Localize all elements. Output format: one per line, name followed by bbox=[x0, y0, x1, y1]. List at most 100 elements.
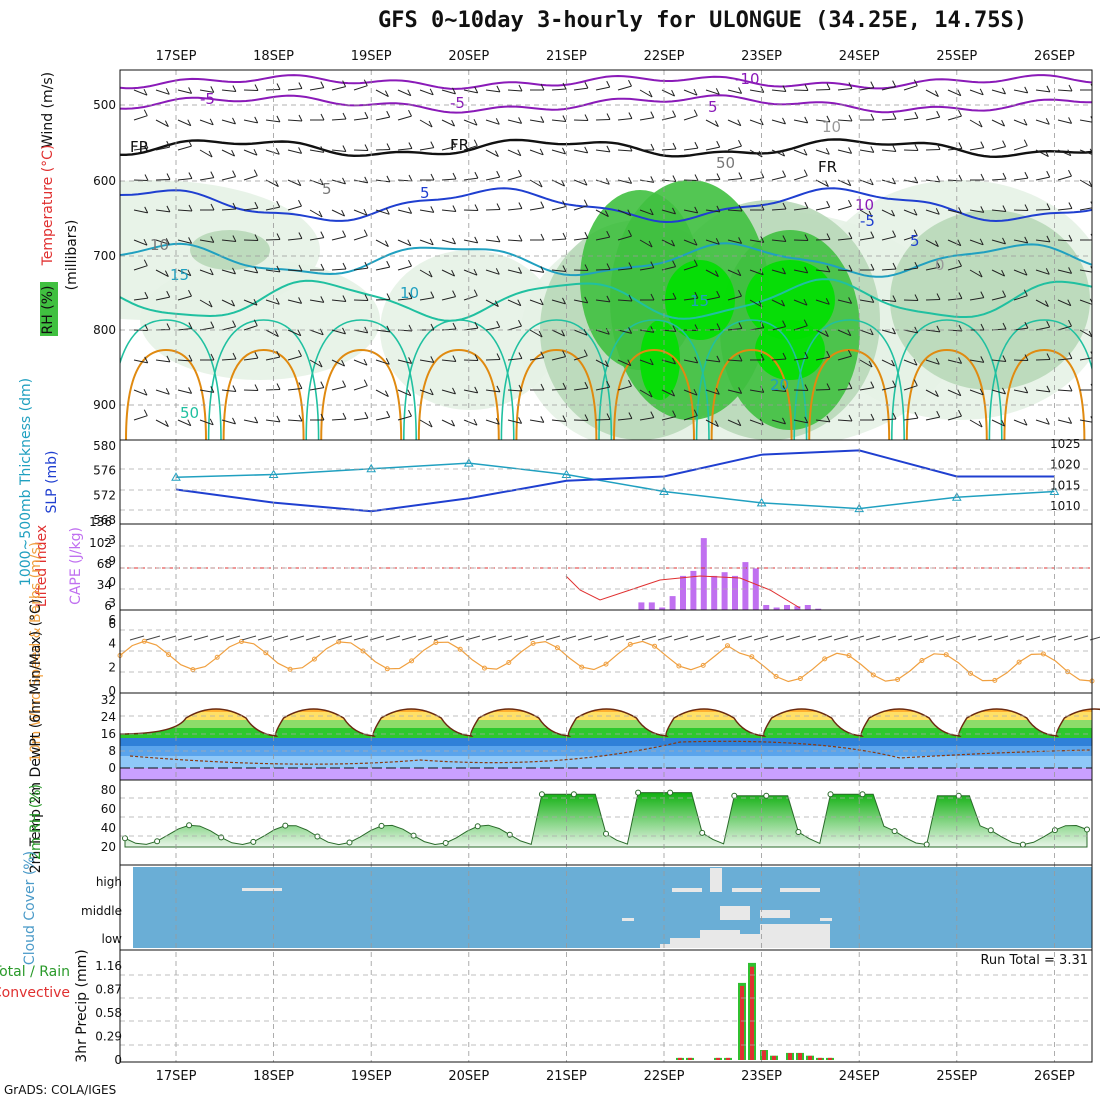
contour-label: -5 bbox=[200, 90, 215, 108]
wind-barb-feather bbox=[760, 86, 765, 93]
wind-barb bbox=[705, 269, 719, 278]
wind-barb-feather bbox=[869, 178, 874, 186]
date-label-bottom: 19SEP bbox=[351, 1069, 392, 1084]
wind-barb-feather bbox=[166, 140, 171, 148]
cloud-cell bbox=[760, 924, 830, 946]
wind-barb-feather bbox=[320, 231, 325, 238]
wind-barb-feather bbox=[868, 360, 873, 368]
wind-barb bbox=[287, 388, 302, 391]
temp-contour-5 bbox=[120, 187, 1092, 224]
wind-barb-feather bbox=[1045, 118, 1050, 125]
rh-area bbox=[124, 792, 1088, 848]
wind-barb-feather bbox=[671, 89, 676, 97]
wind-barb-feather bbox=[232, 170, 237, 177]
wind-barb bbox=[815, 299, 830, 305]
wind-barb bbox=[375, 209, 390, 215]
wind-barb bbox=[815, 206, 830, 211]
wind-barb bbox=[1013, 239, 1028, 244]
wind-barb-feather bbox=[738, 172, 743, 179]
wind-barb-feather bbox=[628, 112, 633, 119]
wind-barb bbox=[793, 175, 808, 181]
wind-barb bbox=[881, 236, 896, 241]
wind-barb bbox=[419, 419, 433, 428]
surface-wind-barb bbox=[785, 635, 801, 641]
wind-barb-feather bbox=[276, 233, 281, 240]
wind-barb-feather bbox=[628, 327, 633, 334]
wind-barb bbox=[837, 205, 852, 211]
wind-barb-feather bbox=[1068, 84, 1073, 92]
wind-barb-feather bbox=[936, 410, 941, 418]
contour-label: 50 bbox=[716, 154, 735, 172]
wind-barb bbox=[441, 419, 455, 427]
boundary-arch-outer-9 bbox=[988, 319, 1092, 440]
wind-barb bbox=[177, 295, 192, 301]
wind-barb bbox=[727, 178, 742, 181]
wind-barb-feather bbox=[738, 139, 742, 147]
wind-barb-feather bbox=[914, 144, 919, 151]
wind-barb-feather bbox=[694, 356, 699, 364]
wind-barb-feather bbox=[803, 298, 808, 306]
wind-barb-feather bbox=[408, 357, 413, 364]
wind-barb bbox=[1035, 89, 1050, 93]
wind-barb bbox=[375, 359, 390, 365]
wind-barb-feather bbox=[760, 353, 765, 361]
wind-barb bbox=[1079, 329, 1092, 338]
cape-bar bbox=[711, 575, 718, 610]
wind-barb bbox=[243, 119, 258, 124]
wind-barb bbox=[485, 326, 500, 331]
wind-barb-feather bbox=[318, 360, 323, 368]
wind-barb-feather bbox=[408, 207, 413, 214]
wind-barb-feather bbox=[1046, 385, 1051, 393]
wind-barb-feather bbox=[232, 385, 237, 392]
wind-barb bbox=[551, 329, 565, 337]
rh-shade-15 bbox=[755, 320, 825, 380]
wind-barb-feather bbox=[210, 203, 215, 211]
date-label-top: 17SEP bbox=[156, 49, 197, 64]
cape-bar bbox=[680, 575, 686, 610]
cloud-cell bbox=[622, 918, 634, 921]
wind-barb-feather bbox=[320, 413, 325, 421]
wind-barb-feather bbox=[518, 234, 523, 242]
wind-barb bbox=[397, 389, 412, 397]
wind-barb-feather bbox=[672, 142, 677, 150]
wind-point bbox=[700, 662, 706, 668]
chart-title: GFS 0~10day 3-hourly for ULONGUE (34.25E… bbox=[378, 8, 1028, 33]
wind-barb-feather bbox=[980, 206, 985, 213]
wind-barb bbox=[155, 119, 169, 128]
wind-barb-feather bbox=[980, 323, 985, 331]
precip-convective-bar bbox=[716, 1057, 720, 1060]
wind-barb-feather bbox=[868, 210, 873, 218]
wind-barb-feather bbox=[826, 115, 831, 123]
wind-barb-feather bbox=[232, 352, 237, 360]
wind-barb bbox=[485, 359, 501, 361]
wind-barb bbox=[529, 299, 544, 306]
wind-barb-feather bbox=[496, 203, 501, 210]
wind-barb-feather bbox=[518, 267, 523, 274]
wind-barb-feather bbox=[1024, 171, 1029, 179]
wind-barb-feather bbox=[407, 89, 412, 96]
slp-tick: 1010 bbox=[1050, 499, 1081, 513]
wind-barb-feather bbox=[914, 294, 919, 301]
wind-barb bbox=[529, 179, 543, 188]
wind-barb-feather bbox=[384, 240, 389, 247]
wind-barb bbox=[771, 176, 786, 181]
wind-barb bbox=[969, 119, 983, 128]
wind-barb-feather bbox=[979, 388, 984, 396]
wind-barb-feather bbox=[386, 175, 391, 183]
rh-point bbox=[1019, 841, 1026, 848]
wind-barb-feather bbox=[870, 113, 875, 121]
surface-wind-barb bbox=[609, 635, 625, 641]
wind-barb bbox=[815, 419, 830, 423]
wind-barb-feather bbox=[978, 120, 983, 128]
wind-barb bbox=[243, 89, 259, 91]
wind-barb bbox=[199, 149, 213, 158]
li-tick: 6 bbox=[108, 617, 116, 631]
wind-barb bbox=[969, 389, 984, 396]
wind-barb-feather bbox=[364, 111, 369, 119]
wind-barb bbox=[155, 359, 170, 363]
wind-barb-feather bbox=[804, 416, 809, 424]
wind-barb-feather bbox=[737, 119, 742, 126]
rh-point bbox=[731, 792, 738, 799]
wind-barb bbox=[265, 89, 281, 91]
